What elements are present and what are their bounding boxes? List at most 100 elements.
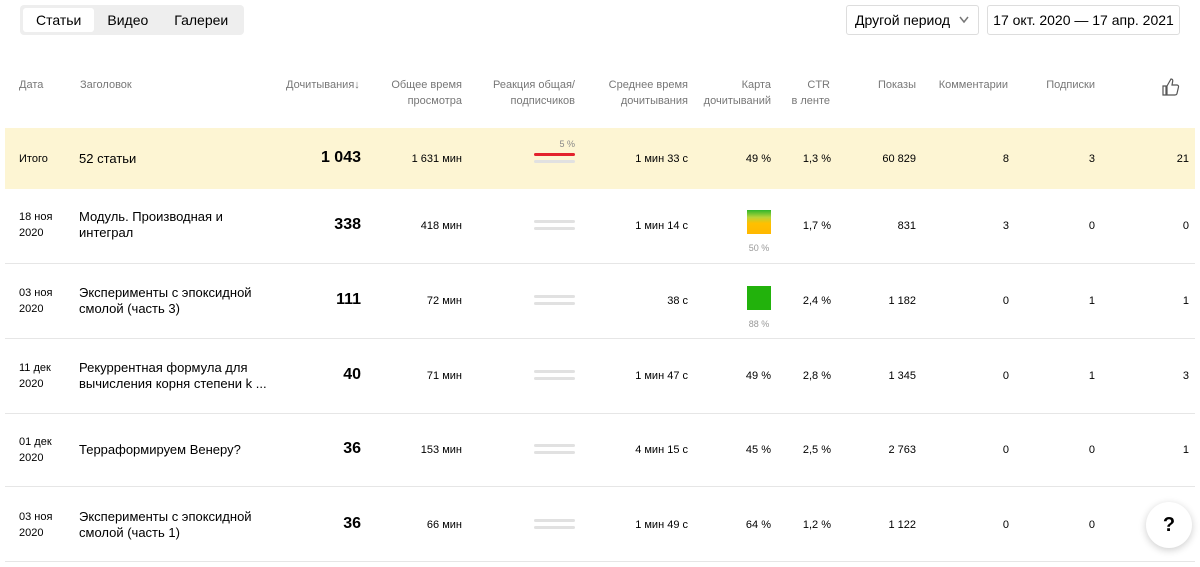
col-header-ctr-line2: в ленте xyxy=(791,95,830,107)
readmap-square[interactable] xyxy=(747,210,771,234)
article-title-link[interactable]: Эксперименты с эпоксидной смолой (часть … xyxy=(79,509,252,540)
reaction-bar-subscribers xyxy=(534,377,575,380)
period-select[interactable]: Другой период xyxy=(846,5,979,35)
row-views: 1 345 xyxy=(888,370,916,382)
chevron-down-icon xyxy=(958,6,970,44)
row-date: 03 ноя 2020 xyxy=(19,285,69,317)
col-header-readmap-line2: дочитываний xyxy=(703,95,771,107)
total-views: 60 829 xyxy=(882,153,916,165)
row-avg-time: 1 мин 49 с xyxy=(635,519,688,531)
total-likes: 21 xyxy=(1176,153,1189,165)
col-header-date[interactable]: Дата xyxy=(19,79,44,91)
row-total-time: 71 мин xyxy=(426,370,462,382)
col-header-reaction-line1: Реакция общая/ xyxy=(493,79,575,91)
col-header-ctr[interactable]: CTR в ленте xyxy=(780,77,830,109)
row-date-day: 11 дек xyxy=(19,362,51,374)
tab-articles[interactable]: Статьи xyxy=(23,8,95,32)
row-avg-time: 4 мин 15 с xyxy=(635,444,688,456)
row-views: 831 xyxy=(897,220,916,232)
row-comments: 0 xyxy=(1002,519,1009,531)
row-reads: 40 xyxy=(343,366,361,383)
row-views: 1 182 xyxy=(888,295,916,307)
row-ctr: 2,8 % xyxy=(802,370,831,382)
total-readmap: 49 % xyxy=(745,153,771,165)
row-reaction-bars xyxy=(534,444,575,458)
row-readmap: 64 % xyxy=(745,519,771,531)
row-date-year: 2020 xyxy=(19,378,44,390)
row-date: 11 дек 2020 xyxy=(19,360,69,392)
reaction-bar-total xyxy=(534,153,575,156)
row-readmap: 49 % xyxy=(745,370,771,382)
col-header-ctr-line1: CTR xyxy=(807,79,830,91)
reaction-bar-subscribers xyxy=(534,302,575,305)
row-date-day: 03 ноя xyxy=(19,511,53,523)
row-date-year: 2020 xyxy=(19,527,44,539)
row-comments: 3 xyxy=(1002,220,1009,232)
row-ctr: 2,5 % xyxy=(802,444,831,456)
total-label: Итого xyxy=(19,153,48,165)
help-button[interactable]: ? xyxy=(1146,502,1192,548)
row-views: 2 763 xyxy=(888,444,916,456)
tab-galleries[interactable]: Галереи xyxy=(174,12,229,28)
col-header-total-time-line2: просмотра xyxy=(407,95,462,107)
readmap-square[interactable] xyxy=(747,286,771,310)
row-ctr: 2,4 % xyxy=(802,295,831,307)
reaction-bar-total xyxy=(534,220,575,223)
col-header-reads[interactable]: Дочитывания↓ xyxy=(286,77,360,93)
reaction-bar-total xyxy=(534,519,575,522)
row-subscriptions: 0 xyxy=(1088,519,1095,531)
row-subscriptions: 0 xyxy=(1088,444,1095,456)
col-header-reaction-line2: подписчиков xyxy=(510,95,575,107)
row-avg-time: 1 мин 14 с xyxy=(635,220,688,232)
col-header-total-time[interactable]: Общее время просмотра xyxy=(380,77,462,109)
total-reaction-bars: 5 % xyxy=(534,139,575,167)
row-date-day: 01 дек xyxy=(19,436,52,448)
thumbs-up-icon[interactable] xyxy=(1161,77,1181,97)
row-comments: 0 xyxy=(1002,370,1009,382)
row-date: 01 дек 2020 xyxy=(19,434,69,466)
article-title-link[interactable]: Рекуррентная формула для вычисления корн… xyxy=(79,360,267,391)
total-comments: 8 xyxy=(1002,153,1009,165)
row-date-year: 2020 xyxy=(19,303,44,315)
row-likes: 3 xyxy=(1182,370,1189,382)
article-title-link[interactable]: Эксперименты с эпоксидной смолой (часть … xyxy=(79,285,252,316)
reaction-bar-subscribers xyxy=(534,227,575,230)
col-header-comments[interactable]: Комментарии xyxy=(938,79,1008,91)
row-total-time: 418 мин xyxy=(420,220,462,232)
table-row[interactable]: 11 дек 2020 Рекуррентная формула для вычи… xyxy=(5,339,1195,414)
row-comments: 0 xyxy=(1002,295,1009,307)
total-title: 52 статьи xyxy=(79,151,137,166)
total-total-time: 1 631 мин xyxy=(411,153,462,165)
col-header-avg-time-line2: дочитывания xyxy=(620,95,688,107)
col-header-total-time-line1: Общее время xyxy=(391,79,462,91)
table-row[interactable]: 03 ноя 2020 Эксперименты с эпоксидной смо… xyxy=(5,487,1195,562)
col-header-views[interactable]: Показы xyxy=(877,79,916,91)
col-header-title[interactable]: Заголовок xyxy=(80,79,132,91)
reaction-bar-subscribers xyxy=(534,526,575,529)
total-reads: 1 043 xyxy=(320,149,361,166)
row-likes: 1 xyxy=(1182,444,1189,456)
date-range-picker[interactable]: 17 окт. 2020 — 17 апр. 2021 xyxy=(987,5,1180,35)
row-likes: 1 xyxy=(1182,295,1189,307)
table-row[interactable]: 01 дек 2020 Терраформируем Венеру? 36 153… xyxy=(5,414,1195,487)
table-row[interactable]: 18 ноя 2020 Модуль. Производная и интегра… xyxy=(5,189,1195,264)
col-header-subscriptions[interactable]: Подписки xyxy=(1046,79,1095,91)
article-title-link[interactable]: Модуль. Производная и интеграл xyxy=(79,209,223,240)
article-title-link[interactable]: Терраформируем Венеру? xyxy=(79,442,241,457)
readmap-pct: 88 % xyxy=(748,319,770,329)
reaction-bar-subscribers xyxy=(534,451,575,454)
tab-video[interactable]: Видео xyxy=(107,12,149,28)
row-date: 18 ноя 2020 xyxy=(19,209,69,241)
table-row[interactable]: 03 ноя 2020 Эксперименты с эпоксидной смо… xyxy=(5,264,1195,339)
reaction-bar-subscribers xyxy=(534,160,575,163)
row-subscriptions: 0 xyxy=(1088,220,1095,232)
row-reaction-bars xyxy=(534,519,575,533)
col-header-reaction[interactable]: Реакция общая/ подписчиков xyxy=(480,77,575,109)
total-reaction-pct: 5 % xyxy=(559,139,575,149)
row-reaction-bars xyxy=(534,295,575,309)
col-header-avg-time[interactable]: Среднее время дочитывания xyxy=(598,77,688,109)
row-reaction-bars xyxy=(534,220,575,234)
col-header-readmap[interactable]: Карта дочитываний xyxy=(690,77,771,109)
row-reads: 338 xyxy=(334,216,361,233)
